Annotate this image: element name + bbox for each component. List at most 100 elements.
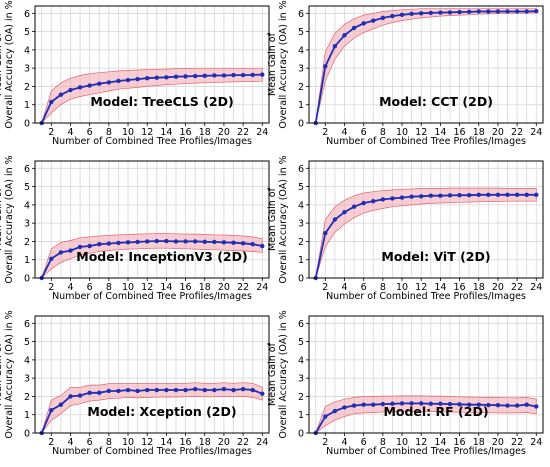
data-point <box>476 9 481 14</box>
data-point <box>164 75 169 80</box>
data-point <box>524 402 529 407</box>
y-axis-label: Mean Gain ofOverall Accuracy (OA) in % <box>267 310 289 438</box>
x-tick-label: 18 <box>473 282 485 293</box>
y-tick-label: 6 <box>24 164 30 175</box>
data-point <box>409 194 414 199</box>
y-tick-label: 4 <box>298 200 304 211</box>
x-tick-label: 6 <box>87 282 93 293</box>
data-point <box>202 387 207 393</box>
data-point <box>260 72 265 77</box>
x-tick-label: 10 <box>396 282 408 293</box>
data-point <box>428 10 433 16</box>
data-point <box>371 402 376 407</box>
model-annotation: Model: ViT (2D) <box>381 249 490 264</box>
y-tick-label: 4 <box>24 45 30 56</box>
data-point <box>476 192 481 198</box>
data-point <box>106 388 112 394</box>
x-tick-label: 8 <box>106 282 112 293</box>
x-tick-label: 6 <box>87 127 93 138</box>
data-point <box>323 64 328 69</box>
y-tick-label: 3 <box>24 219 30 230</box>
data-point <box>135 388 140 394</box>
y-tick-label: 5 <box>298 27 304 38</box>
x-tick-label: 18 <box>199 282 211 293</box>
data-point <box>77 244 83 250</box>
data-point <box>231 72 236 78</box>
data-point <box>240 386 246 392</box>
data-point <box>457 192 462 198</box>
y-tick-label: 4 <box>298 45 304 56</box>
x-tick-label: 16 <box>180 282 192 293</box>
y-tick-label: 1 <box>24 100 30 111</box>
y-tick-label: 5 <box>24 27 30 38</box>
x-tick-label: 20 <box>492 437 504 448</box>
plot-frame <box>34 5 270 124</box>
data-point <box>332 217 338 222</box>
x-tick-label: 12 <box>141 127 153 138</box>
data-point <box>49 256 54 262</box>
x-tick-label: 6 <box>361 437 367 448</box>
y-axis-label: Mean Gain ofOverall Accuracy (OA) in % <box>0 0 15 128</box>
data-point <box>87 243 92 249</box>
data-point <box>58 402 64 407</box>
data-point <box>371 199 376 204</box>
data-point <box>212 387 217 393</box>
data-point <box>87 390 92 395</box>
data-point <box>202 239 207 245</box>
x-tick-label: 18 <box>473 127 485 138</box>
x-tick-label: 10 <box>122 127 134 138</box>
data-point <box>192 73 198 79</box>
y-tick-label: 1 <box>298 255 304 266</box>
data-point <box>125 77 131 83</box>
data-point <box>428 401 433 406</box>
data-point <box>409 401 414 406</box>
x-tick-label: 16 <box>454 127 466 138</box>
data-point <box>183 74 188 79</box>
x-tick-label: 14 <box>434 437 446 448</box>
grid <box>309 161 543 279</box>
x-tick-label: 8 <box>106 127 112 138</box>
data-point <box>68 394 73 399</box>
x-axis-label: Number of Combined Tree Profiles/Images <box>52 136 252 147</box>
y-tick-label: 2 <box>298 237 304 248</box>
data-point <box>116 388 121 394</box>
model-annotation: Model: CCT (2D) <box>379 94 493 109</box>
data-point <box>332 44 338 49</box>
x-tick-label: 16 <box>180 127 192 138</box>
x-tick-label: 22 <box>237 282 249 293</box>
x-tick-label: 2 <box>48 282 54 293</box>
y-tick-label: 3 <box>298 64 304 75</box>
data-point <box>250 387 255 393</box>
x-tick-label: 6 <box>87 437 93 448</box>
data-point <box>192 386 198 392</box>
data-point <box>505 9 510 14</box>
y-tick-label: 0 <box>298 429 304 440</box>
x-tick-label: 6 <box>361 282 367 293</box>
y-axis-label: Mean Gain ofOverall Accuracy (OA) in % <box>267 0 289 128</box>
y-tick-label: 6 <box>298 9 304 20</box>
x-tick-label: 16 <box>180 437 192 448</box>
data-point <box>68 248 73 253</box>
y-tick-label: 4 <box>298 355 304 366</box>
x-axis-label: Number of Combined Tree Profiles/Images <box>52 446 252 457</box>
data-point <box>97 81 102 86</box>
data-point <box>514 9 520 14</box>
y-tick-label: 0 <box>298 274 304 285</box>
x-tick-label: 14 <box>160 127 172 138</box>
data-point <box>323 231 328 236</box>
data-point <box>260 391 265 396</box>
data-point <box>116 78 121 84</box>
data-point <box>351 25 357 31</box>
data-point <box>486 192 491 198</box>
data-point <box>476 402 481 407</box>
x-tick-label: 8 <box>106 437 112 448</box>
data-point <box>221 73 227 78</box>
data-point <box>342 405 347 410</box>
y-tick-label: 6 <box>24 319 30 330</box>
data-point <box>192 239 198 244</box>
data-point <box>524 192 529 198</box>
data-point <box>145 239 150 244</box>
y-tick-label: 3 <box>24 64 30 75</box>
y-tick-label: 3 <box>298 219 304 230</box>
